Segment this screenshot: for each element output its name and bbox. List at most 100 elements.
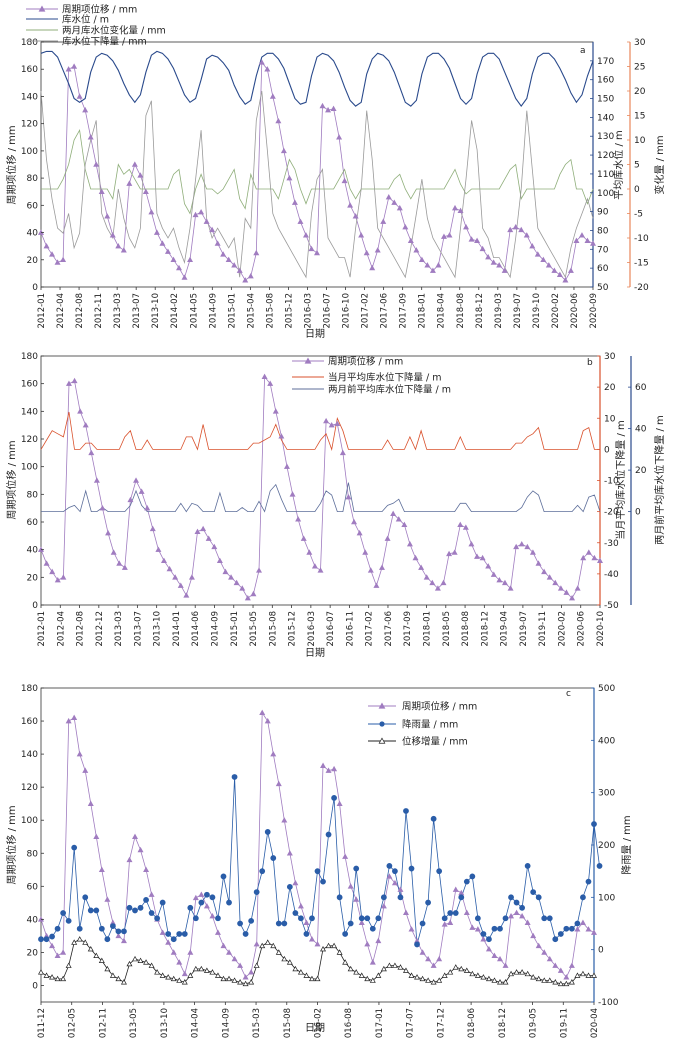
panel-a-x-label-group: 2019-07 — [513, 293, 523, 329]
panel-c-increment-point — [568, 979, 575, 985]
panel-c-x-label: 2014-09 — [221, 1008, 231, 1039]
panel-a-legend-item: 库水位下降量 / mm — [62, 36, 147, 48]
panel-a-left-axis-label: 0 — [32, 283, 38, 293]
panel-b-x-label-group: 2017-06 — [384, 611, 394, 647]
panel-a-displacement-point — [463, 223, 470, 230]
panel-c-displacement-point — [137, 846, 144, 853]
panel-c-displacement-point — [71, 714, 78, 721]
panel-c-rain-point — [82, 894, 89, 901]
panel-c-left-axis-label: 140 — [21, 750, 38, 760]
panel-a-x-label: 2016-07 — [323, 293, 333, 329]
panel-a-x-label-group: 2012-04 — [56, 293, 66, 329]
panel-a-level-axis-label: 70 — [597, 245, 609, 255]
panel-c-left-axis-label: 20 — [27, 948, 39, 958]
panel-c-rain-axis-label: 200 — [598, 841, 615, 851]
panel-c-displacement-point — [591, 929, 597, 935]
panel-c-displacement-point — [242, 974, 249, 980]
panel-c-increment-point — [530, 974, 537, 980]
panel-c-rain-point — [441, 915, 448, 922]
panel-b-displacement-point — [138, 488, 145, 494]
panel-b-x-label-group: 2018-05 — [442, 611, 452, 647]
panel-a-displacement-point — [330, 105, 337, 111]
panel-a-displacement-point — [164, 248, 171, 254]
panel-c-increment-point — [331, 942, 338, 949]
panel-c-increment-point — [364, 975, 371, 982]
panel-c-displacement-point — [508, 912, 515, 919]
panel-c-rain-point — [425, 899, 432, 906]
panel-c-displacement-point — [82, 767, 89, 773]
panel-c-x-label-group: 2019-05 — [529, 1008, 539, 1039]
panel-c-rain-axis-label: 400 — [598, 736, 615, 746]
panel-c-rain-point — [226, 899, 232, 906]
panel-b-displacement-point — [49, 568, 56, 575]
panel-a-left-axis-title: 周期项位移 / mm — [5, 125, 18, 204]
panel-c-plot-frame — [40, 687, 595, 1003]
panel-c-increment-point — [65, 962, 72, 968]
panel-c-x-label: 2017-12 — [436, 1008, 446, 1039]
panel-b-x-label-group: 2018-12 — [480, 611, 490, 647]
panel-b-x-label-group: 2014-01 — [172, 611, 182, 647]
panel-b-x-label: 2016-07 — [326, 611, 336, 647]
panel-c-x-label: 2012-05 — [68, 1008, 78, 1039]
panel-a-displacement-point — [424, 262, 431, 268]
panel-a-displacement-point — [396, 204, 403, 211]
panel-c-rain-point — [552, 936, 559, 943]
panel-a-displacement-point — [457, 207, 464, 214]
panel-c-increment-point — [98, 957, 105, 963]
panel-c-increment-point — [132, 955, 139, 962]
panel-b-current-axis-label: -30 — [604, 539, 619, 549]
panel-c-rain-point — [563, 925, 570, 932]
panel-a-x-label-group: 2015-04 — [246, 293, 256, 329]
panel-b-displacement-point — [172, 574, 179, 580]
panel-c-rain-point — [264, 829, 271, 835]
panel-a-displacement-point — [479, 245, 486, 252]
panel-c-increment-point — [375, 972, 382, 978]
panel-a-displacement-point — [43, 243, 50, 249]
panel-b-displacement-point — [507, 585, 514, 591]
panel-b-left-axis-title-group: 周期项位移 / mm — [5, 440, 18, 519]
panel-c-increment-point — [469, 970, 476, 977]
panel-b-left-axis-label: 80 — [27, 490, 39, 500]
panel-a-change-axis-title-group: 变化量 / mm — [653, 135, 666, 194]
panel-a-displacement-point — [590, 240, 596, 246]
panel-c-rain-point — [187, 904, 194, 911]
panel-b-displacement-point — [149, 525, 156, 532]
panel-b-displacement-point — [93, 477, 100, 483]
panel-a-displacement-point — [220, 251, 227, 257]
panel-c-displacement-point — [308, 936, 315, 942]
panel-b-left-axis-label: 40 — [27, 546, 39, 556]
panel-b-displacement-point — [418, 564, 425, 570]
panel-a-left-axis-label: 140 — [21, 92, 38, 102]
panel-a-displacement-point — [347, 202, 354, 208]
panel-c-rain-point — [325, 831, 332, 838]
panel-a-displacement-point — [65, 66, 72, 72]
panel-c-legend-marker — [378, 737, 386, 744]
panel-c-displacement-point — [502, 962, 509, 968]
panel-a-displacement-point — [369, 264, 376, 271]
panel-b-displacement-point — [569, 594, 576, 601]
panel-c-rain-point — [231, 774, 238, 780]
panel-c-increment-point — [104, 965, 111, 972]
panel-a-left-axis-label: 40 — [27, 229, 39, 239]
panel-c-rain-point — [259, 868, 266, 875]
panel-b-displacement-point — [105, 529, 112, 536]
panel-a-x-label: 2017-02 — [361, 293, 371, 329]
panel-a-displacement-point — [280, 147, 287, 154]
panel-b-current-axis-label: -10 — [604, 477, 619, 487]
panel-b-x-label-group: 2014-09 — [210, 611, 220, 647]
panel-b-displacement-point — [311, 563, 318, 569]
panel-b-x-label: 2013-07 — [133, 611, 143, 647]
panel-a-displacement-point — [490, 259, 497, 265]
panel-b-displacement-point — [155, 546, 162, 552]
panel-b-x-label-group: 2019-11 — [538, 611, 548, 647]
panel-a-series-line — [40, 50, 594, 108]
panel-a-displacement-point — [76, 93, 83, 99]
panel-a-displacement-point — [71, 63, 78, 69]
panel-c-rain-point — [104, 936, 111, 943]
panel-c-displacement-point — [87, 800, 94, 806]
panel-a-displacement-point — [468, 236, 475, 242]
panel-b-displacement-point — [339, 449, 346, 456]
panel-b-far-axis-title-group: 两月前平均库水位下降量 / m — [653, 415, 666, 544]
panel-c-displacement-point — [336, 800, 343, 806]
panel-c-displacement-point — [530, 932, 537, 939]
